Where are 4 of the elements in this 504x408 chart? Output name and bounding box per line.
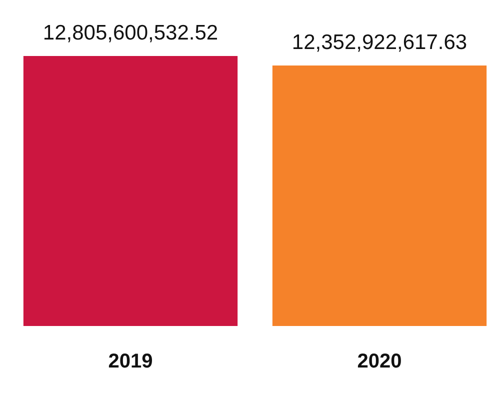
x-tick-label: 2019 [108, 350, 153, 373]
data-label: 12,805,600,532.52 [42, 21, 218, 44]
data-label: 12,352,922,617.63 [292, 30, 468, 54]
x-tick-label: 2020 [357, 350, 402, 373]
